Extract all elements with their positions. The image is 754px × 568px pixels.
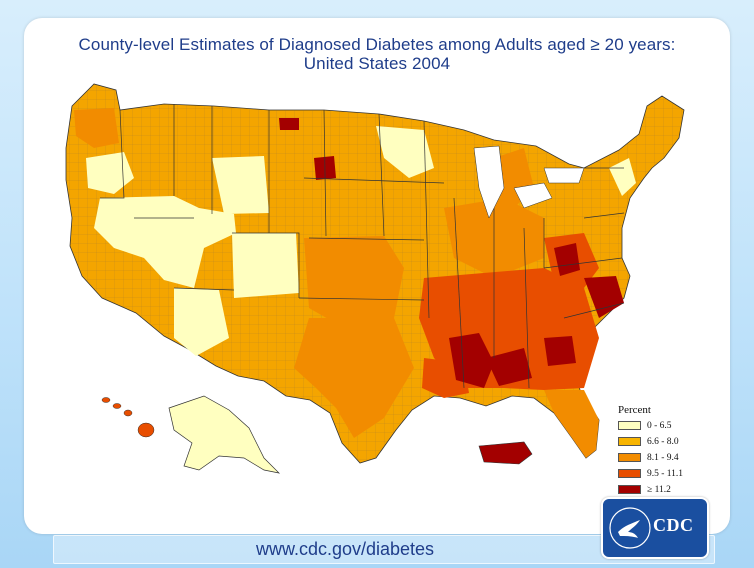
region-new-england-light (609, 158, 636, 196)
hhs-eagle-icon (609, 507, 651, 549)
region-upper-midwest-light (376, 126, 434, 178)
region-carolinas-highest (584, 276, 624, 318)
region-montana-highest (279, 118, 299, 130)
great-lakes (473, 145, 585, 219)
region-nevada-light (86, 152, 134, 194)
legend: Percent 0 - 6.5 6.6 - 8.0 8.1 - 9.4 9.5 … (618, 404, 713, 499)
region-georgia-highest (544, 336, 576, 366)
region-texas-orange (294, 318, 414, 438)
region-wyoming-low (212, 156, 269, 214)
cdc-logo: CDC (601, 497, 709, 559)
state-boundaries (100, 104, 625, 389)
legend-item: 8.1 - 9.4 (618, 451, 713, 464)
alaska (168, 395, 281, 474)
legend-swatch-1 (618, 421, 641, 430)
hawaii (101, 397, 155, 438)
region-florida (544, 390, 599, 458)
region-colorado-low (232, 233, 299, 298)
legend-label: 6.6 - 8.0 (647, 436, 679, 447)
legend-swatch-2 (618, 437, 641, 446)
map-title-line2: United States 2004 (303, 54, 451, 73)
legend-item: 0 - 6.5 (618, 419, 713, 432)
cdc-diabetes-url[interactable]: www.cdc.gov/diabetes (255, 539, 435, 559)
region-plains-orange (304, 236, 404, 328)
legend-item: 6.6 - 8.0 (618, 435, 713, 448)
legend-label: 0 - 6.5 (647, 420, 672, 431)
legend-swatch-4 (618, 469, 641, 478)
puerto-rico (478, 441, 533, 465)
legend-label: 9.5 - 11.1 (647, 468, 684, 479)
us-county-diabetes-map (65, 83, 685, 474)
legend-item: 9.5 - 11.1 (618, 467, 713, 480)
region-arizona-light (174, 288, 229, 356)
region-mississippi-delta-highest (449, 333, 494, 388)
region-pacific-orange (74, 108, 119, 148)
legend-item: ≥ 11.2 (618, 483, 713, 496)
region-west-virginia-highest (554, 243, 580, 276)
legend-label: ≥ 11.2 (647, 484, 671, 495)
legend-label: 8.1 - 9.4 (647, 452, 679, 463)
legend-swatch-3 (618, 453, 641, 462)
cdc-logo-text: CDC (653, 515, 694, 535)
region-alabama-black-belt-highest (486, 348, 532, 386)
legend-title: Percent (618, 404, 651, 416)
map-title-line1: County-level Estimates of Diagnosed Diab… (78, 35, 676, 54)
region-mountain-west-low (94, 196, 236, 288)
slide-panel: County-level Estimates of Diagnosed Diab… (24, 18, 730, 534)
legend-swatch-5 (618, 485, 641, 494)
